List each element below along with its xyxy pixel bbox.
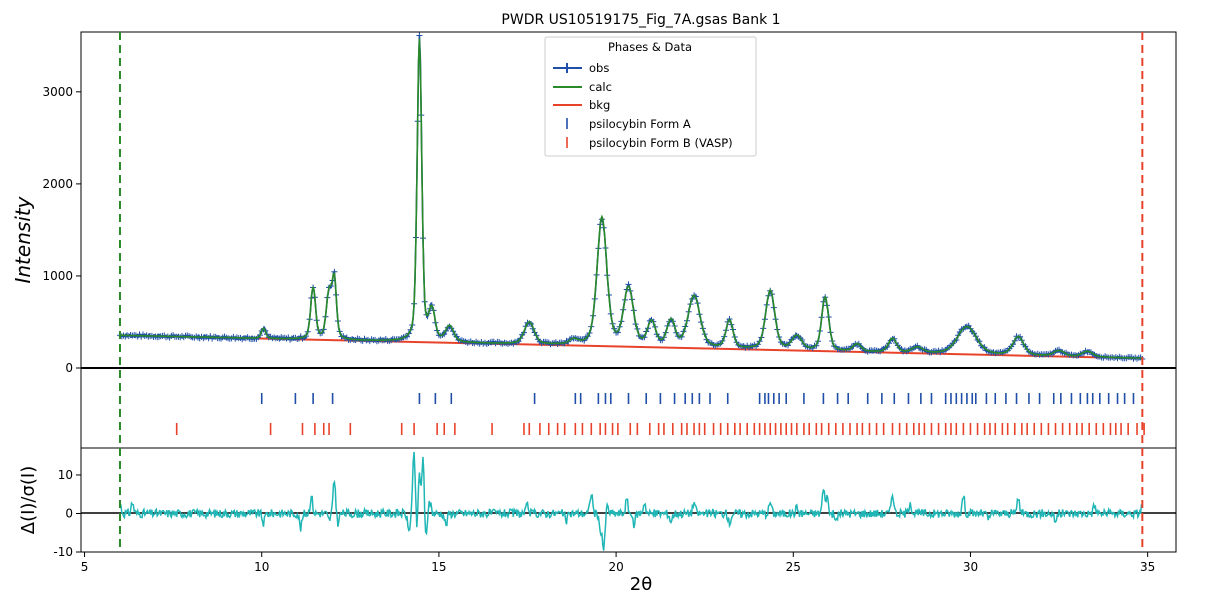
legend-title: Phases & Data xyxy=(608,40,692,54)
main-plot-area xyxy=(117,32,1146,362)
obs-marker xyxy=(416,32,423,39)
legend-label-calc: calc xyxy=(589,80,612,94)
y-axis-label-difference: Δ(I)/σ(I) xyxy=(18,466,39,535)
legend-label-obs: obs xyxy=(589,61,609,75)
chart-title: PWDR US10519175_Fig_7A.gsas Bank 1 xyxy=(501,12,780,28)
legend-item-form-a: psilocybin Form A xyxy=(566,117,691,131)
legend-item-obs: obs xyxy=(553,61,609,75)
diff-y-tick-label: 0 xyxy=(65,506,73,520)
excluded-region-limits xyxy=(118,32,1144,552)
axes: 5 10 15 20 25 30 35 0 1000 2000 3000 -10 0 10 xyxy=(42,85,1155,574)
legend-item-form-b: psilocybin Form B (VASP) xyxy=(566,136,733,150)
x-axis-label: 2θ xyxy=(630,574,652,595)
diff-y-tick-label: 10 xyxy=(58,468,73,482)
x-tick-label: 15 xyxy=(431,560,446,574)
legend-item-bkg: bkg xyxy=(553,98,610,112)
legend-label-form-a: psilocybin Form A xyxy=(589,117,691,131)
x-tick-label: 25 xyxy=(786,560,801,574)
legend-label-form-b: psilocybin Form B (VASP) xyxy=(589,136,733,150)
diff-y-tick-label: -10 xyxy=(53,545,73,559)
reflection-ticks-area xyxy=(175,393,1145,435)
main-y-tick-label: 0 xyxy=(65,361,73,375)
y-axis-label-intensity: Intensity xyxy=(11,195,35,283)
main-y-tick-label: 2000 xyxy=(42,177,73,191)
x-tick-label: 35 xyxy=(1140,560,1155,574)
x-tick-label: 30 xyxy=(963,560,978,574)
x-tick-label: 10 xyxy=(254,560,269,574)
main-y-tick-label: 3000 xyxy=(42,85,73,99)
legend-label-bkg: bkg xyxy=(589,98,610,112)
x-tick-label: 5 xyxy=(81,560,89,574)
legend-item-calc: calc xyxy=(553,80,612,94)
legend: Phases & Data obs calc bkg psilocybin Fo… xyxy=(544,36,757,157)
difference-panel-frame xyxy=(80,447,1177,553)
main-y-tick-label: 1000 xyxy=(42,269,73,283)
calc-line xyxy=(120,38,1143,360)
x-tick-label: 20 xyxy=(608,560,623,574)
difference-line xyxy=(119,451,1143,551)
difference-plot-area xyxy=(119,451,1143,551)
legend-box xyxy=(544,36,757,157)
